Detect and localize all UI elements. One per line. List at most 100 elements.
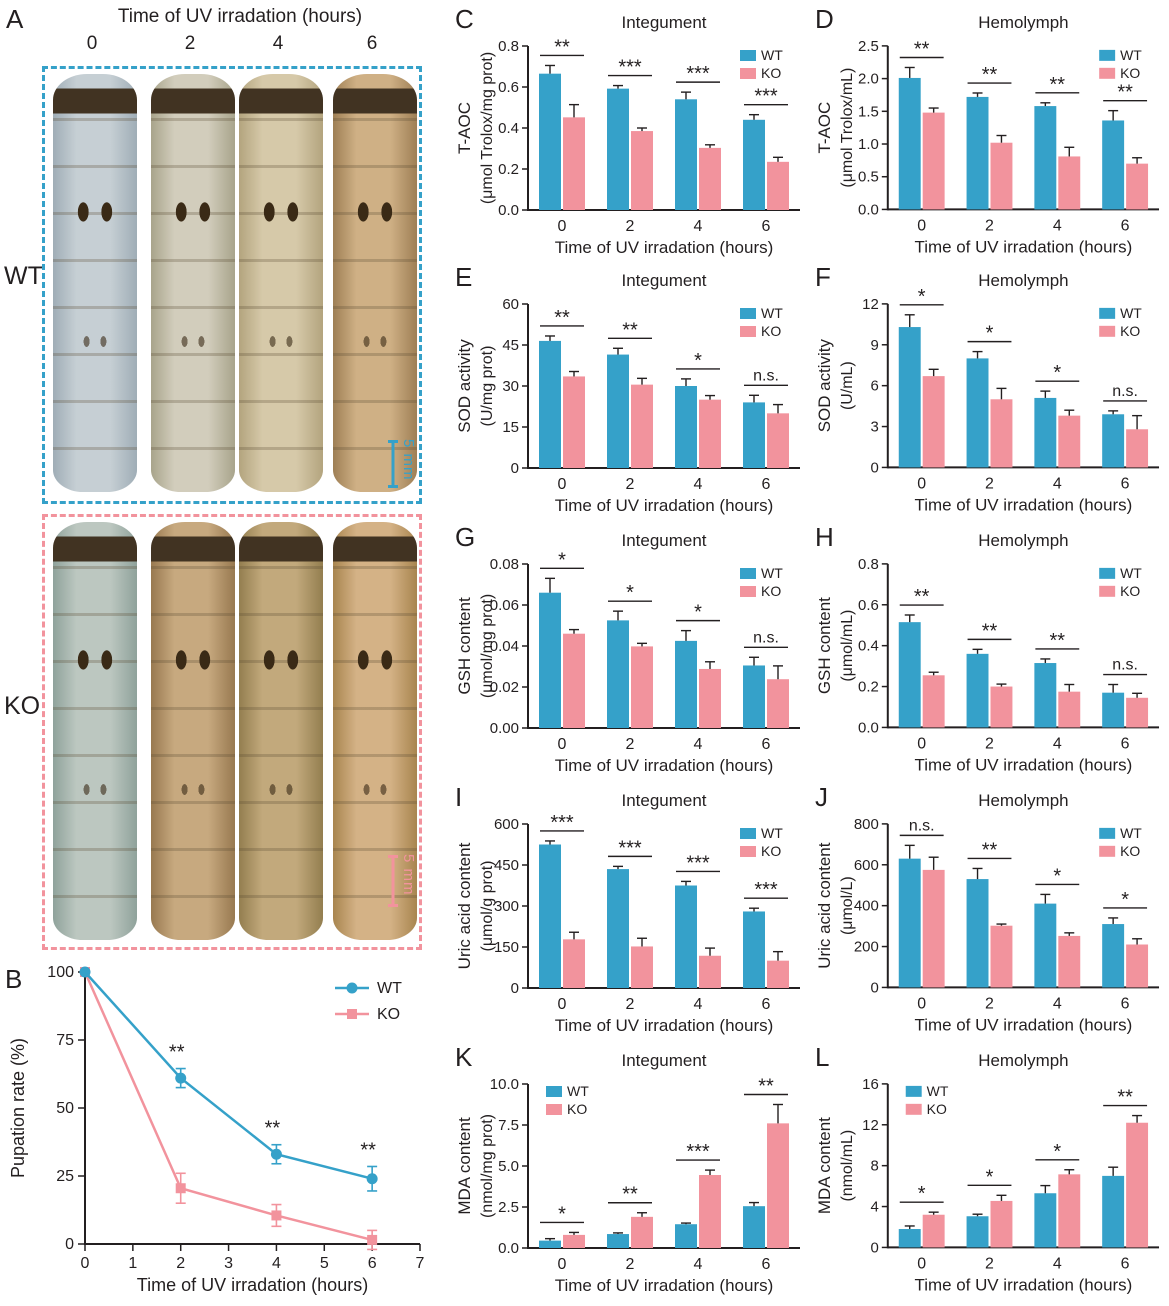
svg-text:**: ** xyxy=(265,1118,281,1140)
uric-acid-integument-bar-chart: 0 150 300 450 600 Integument Uric acid content… xyxy=(455,791,800,1035)
svg-text:KO: KO xyxy=(1120,583,1140,599)
svg-text:Uric acid content: Uric acid content xyxy=(815,842,834,968)
svg-text:0: 0 xyxy=(558,1256,567,1273)
svg-text:10.0: 10.0 xyxy=(490,1076,519,1093)
svg-text:0: 0 xyxy=(558,218,567,235)
svg-text:6: 6 xyxy=(1121,217,1130,234)
svg-text:450: 450 xyxy=(494,857,519,874)
svg-text:MDA content: MDA content xyxy=(455,1117,474,1215)
wt-photo-box: 5 mm xyxy=(42,66,422,504)
svg-text:1.5: 1.5 xyxy=(858,103,879,120)
svg-text:**: ** xyxy=(914,586,930,608)
svg-text:(nmol/mg prot): (nmol/mg prot) xyxy=(479,1114,496,1218)
panel-letter: E xyxy=(455,262,473,292)
svg-text:800: 800 xyxy=(854,816,879,833)
svg-text:Time of UV irradation (hours): Time of UV irradation (hours) xyxy=(555,238,774,257)
svg-text:0.4: 0.4 xyxy=(858,638,879,655)
svg-text:WT: WT xyxy=(1120,47,1142,63)
svg-text:600: 600 xyxy=(854,857,879,874)
svg-text:(μmol/mg prot): (μmol/mg prot) xyxy=(479,594,496,698)
svg-text:***: *** xyxy=(550,812,574,834)
svg-text:4: 4 xyxy=(694,476,703,493)
svg-text:*: * xyxy=(986,323,994,345)
svg-text:Integument: Integument xyxy=(621,1051,706,1070)
svg-text:150: 150 xyxy=(494,939,519,956)
svg-text:2: 2 xyxy=(985,1255,994,1272)
svg-text:2: 2 xyxy=(985,475,994,492)
panel-h: H 0.0 0.2 0.4 0.6 0.8 Hemolymph GSH content (μm… xyxy=(810,518,1169,778)
svg-text:6: 6 xyxy=(1121,735,1130,752)
svg-text:WT: WT xyxy=(377,980,402,997)
svg-text:Time of UV irradation (hours): Time of UV irradation (hours) xyxy=(555,1276,774,1295)
svg-text:0.6: 0.6 xyxy=(858,597,879,614)
svg-text:0.0: 0.0 xyxy=(858,719,879,736)
svg-text:**: ** xyxy=(622,1184,638,1206)
time-label: 4 xyxy=(272,33,284,54)
svg-text:9: 9 xyxy=(871,337,879,354)
svg-text:(nmol/mL): (nmol/mL) xyxy=(839,1130,856,1202)
svg-text:Hemolymph: Hemolymph xyxy=(978,13,1068,32)
svg-text:Integument: Integument xyxy=(621,531,706,550)
svg-text:0: 0 xyxy=(917,217,926,234)
panel-letter: H xyxy=(815,522,834,552)
svg-text:6: 6 xyxy=(1121,1255,1130,1272)
time-label: 0 xyxy=(86,33,98,54)
gsh-integument-bar-chart: 0.00 0.02 0.04 0.06 0.08 Integument GSH conten… xyxy=(455,531,800,775)
svg-text:**: ** xyxy=(982,839,998,861)
taoc-integument-bar-chart: 0.0 0.2 0.4 0.6 0.8 Integument T-AOC (μmol Trol… xyxy=(455,13,800,257)
svg-text:**: ** xyxy=(554,307,570,329)
svg-text:6: 6 xyxy=(1121,995,1130,1012)
taoc-hemolymph-bar-chart: 0.0 0.5 1.0 1.5 2.0 2.5 Hemolymph T-AOC (μmol Tr… xyxy=(815,13,1160,256)
ko-group-label: KO xyxy=(4,692,41,720)
scale-bar-label: 5 mm xyxy=(400,854,417,896)
svg-text:4: 4 xyxy=(1053,735,1062,752)
uric-acid-hemolymph-bar-chart: 0 200 400 600 800 Hemolymph Uric acid content (… xyxy=(815,791,1160,1034)
svg-text:0: 0 xyxy=(917,1255,926,1272)
panel-d: D 0.0 0.5 1.0 1.5 2.0 2.5 Hemolymph T-AOC (μmol … xyxy=(810,0,1169,258)
svg-text:*: * xyxy=(1121,889,1129,911)
panel-c: C 0.0 0.2 0.4 0.6 0.8 Integument T-AOC (μmol Tr… xyxy=(450,0,810,258)
svg-text:WT: WT xyxy=(1120,825,1142,841)
svg-text:0.04: 0.04 xyxy=(490,638,519,655)
svg-text:6: 6 xyxy=(368,1255,377,1272)
svg-text:(μmol/mL): (μmol/mL) xyxy=(839,610,856,682)
svg-text:*: * xyxy=(558,549,566,571)
svg-text:12: 12 xyxy=(862,296,879,313)
svg-text:0: 0 xyxy=(81,1255,90,1272)
svg-text:*: * xyxy=(694,602,702,624)
svg-text:**: ** xyxy=(1050,74,1066,96)
svg-text:KO: KO xyxy=(567,1101,587,1117)
svg-text:(U/mL): (U/mL) xyxy=(839,361,856,410)
svg-text:n.s.: n.s. xyxy=(753,629,779,646)
svg-text:2: 2 xyxy=(985,217,994,234)
svg-text:***: *** xyxy=(754,879,778,901)
svg-text:2: 2 xyxy=(626,736,635,753)
svg-text:50: 50 xyxy=(56,1100,74,1117)
svg-text:0.08: 0.08 xyxy=(490,556,519,573)
svg-text:2: 2 xyxy=(176,1255,185,1272)
svg-text:GSH content: GSH content xyxy=(455,597,474,695)
larva-photo xyxy=(333,74,417,492)
svg-text:6: 6 xyxy=(762,996,771,1013)
svg-text:**: ** xyxy=(169,1042,185,1064)
svg-text:**: ** xyxy=(1117,82,1133,104)
svg-text:Time of UV irradation (hours): Time of UV irradation (hours) xyxy=(555,756,774,775)
svg-text:0.6: 0.6 xyxy=(498,79,519,96)
svg-text:WT: WT xyxy=(567,1083,589,1099)
panel-letter: F xyxy=(815,262,831,292)
svg-text:Hemolymph: Hemolymph xyxy=(978,271,1068,290)
svg-text:Time of UV irradation (hours): Time of UV irradation (hours) xyxy=(915,495,1133,514)
svg-text:**: ** xyxy=(982,620,998,642)
svg-text:**: ** xyxy=(360,1139,376,1161)
svg-text:4: 4 xyxy=(1053,475,1062,492)
svg-text:WT: WT xyxy=(761,825,783,841)
svg-text:0.00: 0.00 xyxy=(490,720,519,737)
svg-text:5: 5 xyxy=(320,1255,329,1272)
svg-text:Time of UV irradation (hours): Time of UV irradation (hours) xyxy=(137,1275,368,1295)
gsh-hemolymph-bar-chart: 0.0 0.2 0.4 0.6 0.8 Hemolymph GSH content (μmol… xyxy=(815,531,1160,774)
svg-text:3: 3 xyxy=(871,419,879,436)
svg-text:2: 2 xyxy=(985,735,994,752)
svg-text:2: 2 xyxy=(985,995,994,1012)
svg-text:*: * xyxy=(694,350,702,372)
